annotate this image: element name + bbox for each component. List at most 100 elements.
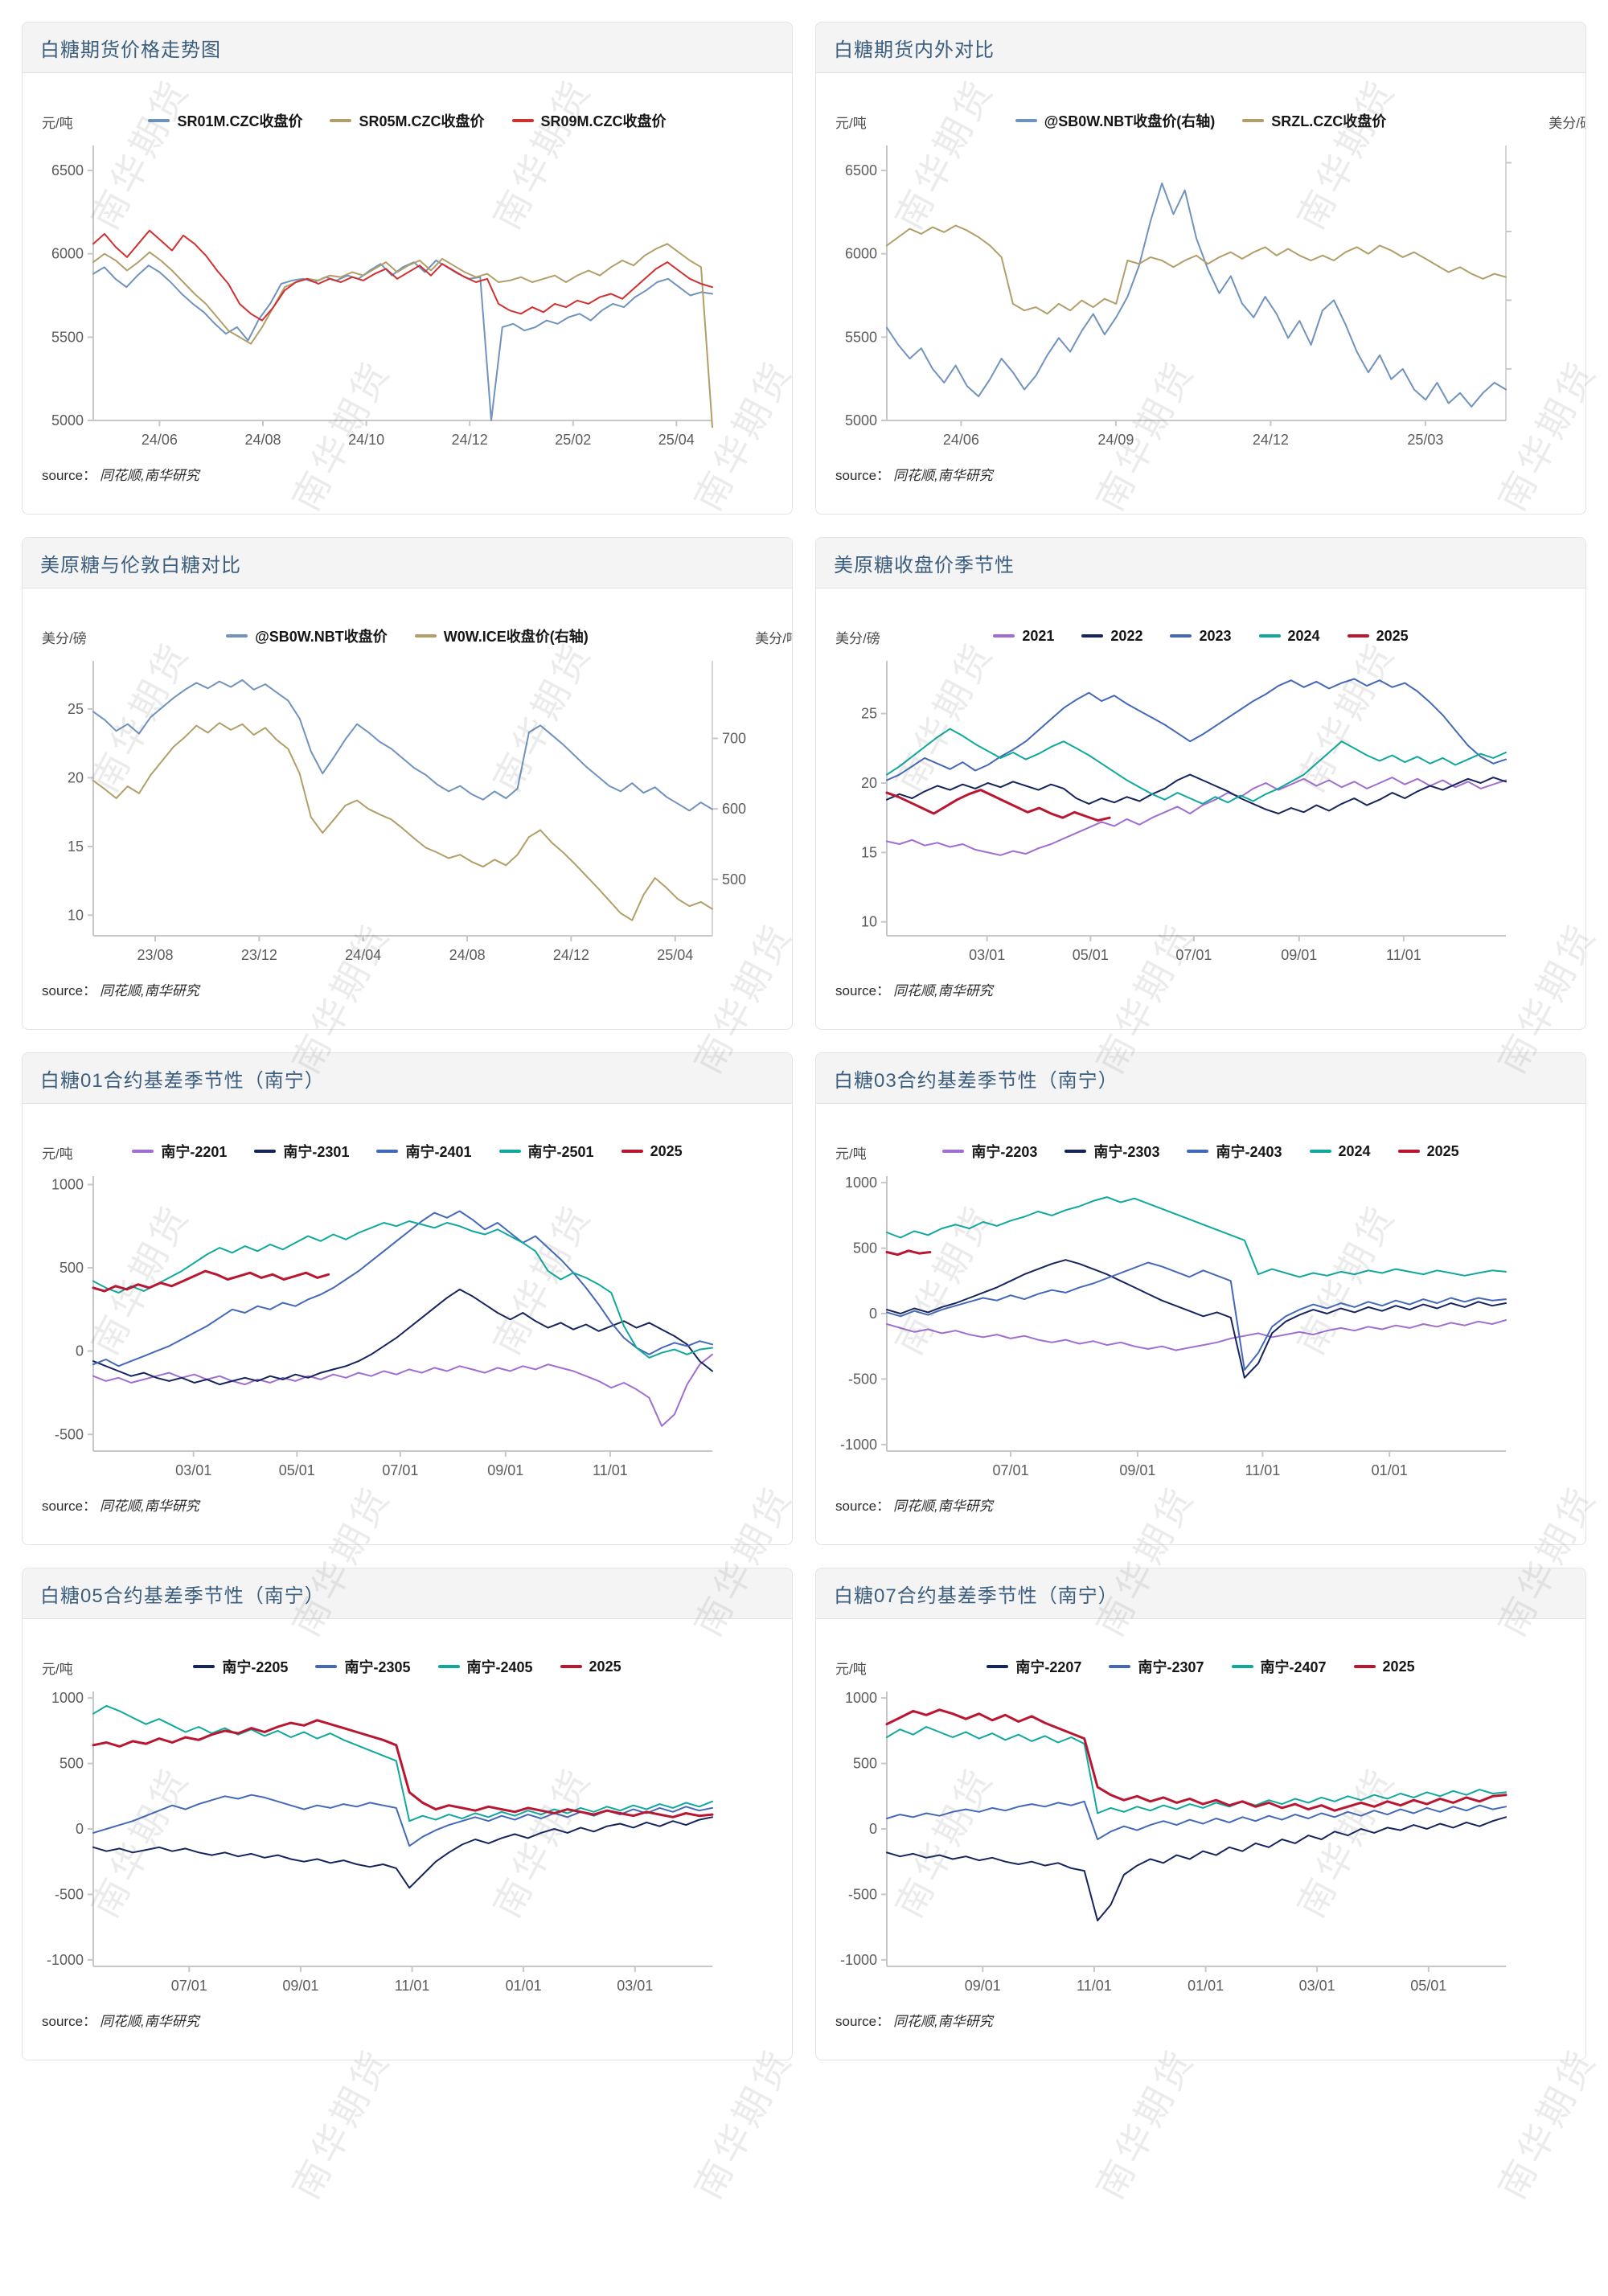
svg-text:500: 500 <box>722 871 746 888</box>
source-text: 同花顺,南华研究 <box>100 2014 199 2029</box>
chart-legend: 南宁-2207 南宁-2307 南宁-2407 2025 <box>973 1656 1428 1677</box>
y-axis-unit-left: 元/吨 <box>835 116 867 131</box>
legend-swatch <box>621 1150 643 1153</box>
svg-text:700: 700 <box>722 731 746 747</box>
svg-text:500: 500 <box>853 1756 877 1772</box>
chart-legend: 南宁-2205 南宁-2305 南宁-2405 2025 <box>179 1656 634 1677</box>
watermark: 南华期货 <box>284 2041 399 2206</box>
legend-swatch <box>1242 119 1265 122</box>
svg-text:11/01: 11/01 <box>1245 1462 1281 1478</box>
y-axis-unit-right: 美分/吨 <box>755 631 792 646</box>
source-text: 同花顺,南华研究 <box>100 468 199 483</box>
legend-item: @SB0W.NBT收盘价(右轴) <box>1015 110 1215 131</box>
panel-raw-sugar-seasonality: 美原糖收盘价季节性 美分/磅 2021 2022 2023 2024 2025 10 15… <box>815 537 1586 1030</box>
line-chart: 5000 5500 6000 6500 24/06 24/08 24/10 24/12 25/0… <box>51 146 713 448</box>
legend-item: 2025 <box>1347 628 1409 645</box>
panel-title: 白糖05合约基差季节性（南宁） <box>40 1585 325 1607</box>
svg-text:24/12: 24/12 <box>452 432 488 448</box>
svg-text:11/01: 11/01 <box>395 1978 430 1994</box>
y-axis-unit-left: 元/吨 <box>42 1662 73 1677</box>
panel-basis-seasonality-01: 白糖01合约基差季节性（南宁） 元/吨 南宁-2201 南宁-2301 南宁-240… <box>22 1052 793 1545</box>
panel-header: 白糖07合约基差季节性（南宁） <box>816 1568 1585 1619</box>
svg-text:25/04: 25/04 <box>658 432 695 448</box>
source-note: source： 同花顺,南华研究 <box>42 2010 773 2030</box>
legend-item: 南宁-2205 <box>193 1656 288 1677</box>
legend-item: SRZL.CZC收盘价 <box>1242 110 1386 131</box>
svg-text:03/01: 03/01 <box>175 1462 211 1478</box>
svg-text:600: 600 <box>722 801 746 817</box>
legend-item: @SB0W.NBT收盘价 <box>226 625 388 646</box>
svg-text:10: 10 <box>68 907 84 923</box>
svg-text:07/01: 07/01 <box>382 1462 418 1478</box>
panel-raw-vs-london-sugar: 美原糖与伦敦白糖对比 美分/磅 @SB0W.NBT收盘价 W0W.ICE收盘价(右… <box>22 537 793 1030</box>
source-label: source： <box>42 983 97 998</box>
panel-body: 美分/磅 2021 2022 2023 2024 2025 10 15 20 25 03/01 0… <box>816 588 1585 999</box>
svg-text:25: 25 <box>68 701 84 717</box>
svg-text:09/01: 09/01 <box>1281 947 1317 963</box>
legend-row: 美分/磅 @SB0W.NBT收盘价 W0W.ICE收盘价(右轴) 美分/吨 <box>42 617 792 654</box>
panel-basis-seasonality-05: 白糖05合约基差季节性（南宁） 元/吨 南宁-2205 南宁-2305 南宁-240… <box>22 1568 793 2060</box>
legend-swatch <box>254 1150 277 1153</box>
legend-item: 南宁-2403 <box>1187 1141 1282 1162</box>
svg-text:6000: 6000 <box>51 246 84 262</box>
legend-row: 元/吨 @SB0W.NBT收盘价(右轴) SRZL.CZC收盘价 美分/磅 <box>835 102 1585 139</box>
source-note: source： 同花顺,南华研究 <box>835 1494 1566 1515</box>
legend-row: 元/吨 南宁-2203 南宁-2303 南宁-2403 2024 2025 <box>835 1133 1566 1170</box>
y-axis-unit-left: 美分/磅 <box>42 631 87 646</box>
watermark: 南华期货 <box>686 2041 801 2206</box>
legend-swatch <box>376 1150 399 1153</box>
legend-item: W0W.ICE收盘价(右轴) <box>414 625 589 646</box>
svg-text:15: 15 <box>68 838 84 855</box>
legend-item: 2025 <box>560 1658 621 1675</box>
legend-swatch <box>193 1665 215 1668</box>
legend-item: 南宁-2307 <box>1109 1656 1204 1677</box>
legend-swatch <box>1353 1665 1376 1668</box>
legend-swatch <box>1258 634 1281 638</box>
svg-text:6000: 6000 <box>845 246 877 262</box>
legend-item: 2024 <box>1309 1143 1371 1160</box>
legend-swatch <box>560 1665 582 1668</box>
chart-legend: SR01M.CZC收盘价 SR05M.CZC收盘价 SR09M.CZC收盘价 <box>134 110 679 131</box>
line-chart: -1000 -500 0 500 1000 09/01 11/01 01/01 03/01 05/… <box>840 1690 1508 1994</box>
panel-body: 元/吨 SR01M.CZC收盘价 SR05M.CZC收盘价 SR09M.CZC收盘价… <box>23 73 792 484</box>
panel-title: 白糖期货价格走势图 <box>40 39 221 61</box>
panel-header: 白糖期货内外对比 <box>816 23 1585 73</box>
svg-text:-1000: -1000 <box>840 1437 877 1453</box>
svg-text:09/01: 09/01 <box>965 1978 1001 1994</box>
legend-swatch <box>993 634 1015 638</box>
legend-swatch <box>1064 1150 1087 1153</box>
legend-item: 南宁-2305 <box>315 1656 411 1677</box>
line-chart: 10 15 20 25 500 600 700 23/08 23/12 24/04 24/08 24/… <box>68 661 746 963</box>
svg-text:24/06: 24/06 <box>142 432 178 448</box>
y-axis-unit-right: 美分/磅 <box>1549 116 1585 131</box>
panel-sugar-futures-price: 白糖期货价格走势图 元/吨 SR01M.CZC收盘价 SR05M.CZC收盘价 SR… <box>22 22 793 515</box>
svg-text:-500: -500 <box>55 1426 84 1442</box>
y-axis-unit-left: 元/吨 <box>42 116 73 131</box>
legend-item: 2023 <box>1170 628 1232 645</box>
panel-basis-seasonality-07: 白糖07合约基差季节性（南宁） 元/吨 南宁-2207 南宁-2307 南宁-240… <box>815 1568 1586 2060</box>
panel-title: 美原糖收盘价季节性 <box>834 554 1015 576</box>
legend-item: 2024 <box>1258 628 1320 645</box>
source-label: source： <box>835 468 891 483</box>
svg-text:0: 0 <box>869 1306 877 1322</box>
svg-text:500: 500 <box>853 1240 877 1257</box>
legend-swatch <box>498 1150 521 1153</box>
svg-text:20: 20 <box>68 769 84 785</box>
svg-text:03/01: 03/01 <box>617 1978 653 1994</box>
line-chart: 5000 5500 6000 6500 24/06 24/09 24/12 25/03 <box>845 146 1512 448</box>
svg-text:5500: 5500 <box>51 329 84 345</box>
svg-text:1000: 1000 <box>845 1175 877 1191</box>
svg-text:20: 20 <box>861 775 877 791</box>
svg-text:-500: -500 <box>848 1886 877 1902</box>
svg-text:24/08: 24/08 <box>449 947 486 963</box>
svg-text:24/09: 24/09 <box>1097 432 1134 448</box>
legend-swatch <box>315 1665 338 1668</box>
svg-text:05/01: 05/01 <box>1073 947 1109 963</box>
svg-text:25: 25 <box>861 706 877 722</box>
svg-text:01/01: 01/01 <box>1188 1978 1224 1994</box>
panel-body: 元/吨 南宁-2207 南宁-2307 南宁-2407 2025 -1000 -500 0… <box>816 1619 1585 2030</box>
svg-text:07/01: 07/01 <box>171 1978 207 1994</box>
legend-item: SR05M.CZC收盘价 <box>330 110 485 131</box>
legend-row: 元/吨 南宁-2205 南宁-2305 南宁-2405 2025 <box>42 1648 773 1685</box>
legend-item: 南宁-2201 <box>132 1141 227 1162</box>
